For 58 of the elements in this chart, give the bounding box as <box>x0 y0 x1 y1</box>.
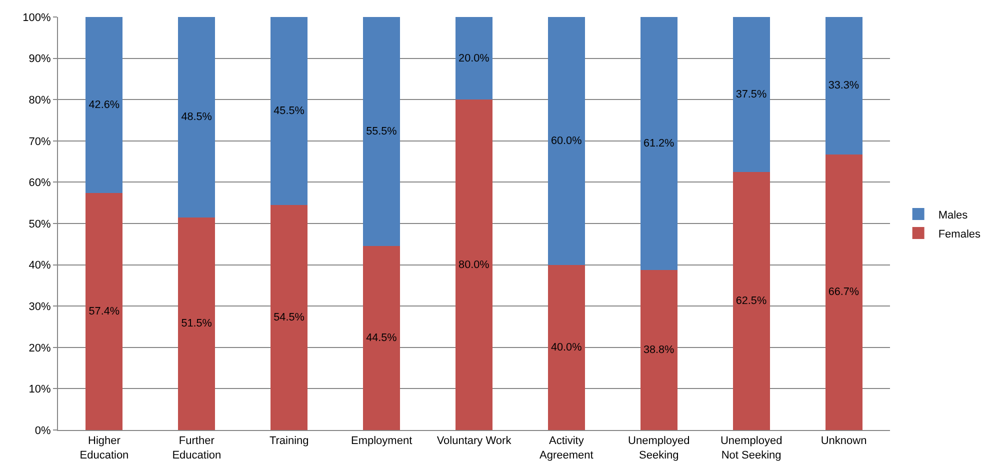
data-label: 42.6% <box>88 98 120 111</box>
bar <box>86 17 123 193</box>
legend-label: Males <box>938 209 968 222</box>
y-tick-label: 50% <box>28 218 52 230</box>
bar <box>456 100 492 430</box>
x-tick-label: Activity Agreement <box>540 435 594 462</box>
y-tick-label: 60% <box>28 177 52 190</box>
data-label: 55.5% <box>366 126 398 138</box>
y-tick-label: 40% <box>28 260 52 272</box>
bar <box>640 270 678 430</box>
data-label: 44.5% <box>366 332 398 344</box>
bar <box>270 17 308 205</box>
bar <box>363 17 400 246</box>
x-tick-label: Unemployed Not Seeking <box>720 435 782 462</box>
data-label: 20.0% <box>458 52 490 64</box>
data-label: 40.0% <box>550 341 582 354</box>
x-tick-label: Employment <box>350 435 412 448</box>
bar <box>363 246 400 430</box>
x-tick-label: Unemployed Seeking <box>628 435 690 462</box>
data-label: 66.7% <box>828 286 860 298</box>
bar <box>86 192 123 430</box>
data-label: 37.5% <box>736 88 767 100</box>
x-tick-label: Further Education <box>172 435 222 462</box>
legend-label: Females <box>938 228 981 240</box>
x-tick-label: Voluntary Work <box>436 435 512 448</box>
data-label: 62.5% <box>736 294 767 307</box>
x-tick-label: Training <box>269 435 309 448</box>
bar <box>825 154 862 430</box>
data-label: 51.5% <box>181 318 212 330</box>
y-tick-label: 80% <box>28 94 52 106</box>
bar <box>732 172 770 430</box>
data-label: 60.0% <box>550 134 582 147</box>
y-tick-label: 10% <box>28 384 52 396</box>
data-label: 54.5% <box>274 311 305 324</box>
x-tick-label: Higher Education <box>80 435 129 462</box>
data-label: 61.2% <box>643 137 675 150</box>
data-label: 33.3% <box>828 80 860 92</box>
bar <box>270 204 308 430</box>
data-label: 48.5% <box>181 111 212 124</box>
bar <box>548 17 585 265</box>
y-tick-label: 90% <box>28 53 52 66</box>
bar <box>178 17 216 218</box>
data-label: 57.4% <box>88 305 120 318</box>
data-label: 45.5% <box>274 104 305 117</box>
y-tick-label: 0% <box>34 424 52 437</box>
bar <box>825 17 862 155</box>
data-label: 38.8% <box>643 344 675 356</box>
y-tick-label: 100% <box>22 12 52 24</box>
y-tick-label: 70% <box>28 136 52 148</box>
y-tick-label: 30% <box>28 300 52 313</box>
bar <box>640 17 678 270</box>
y-tick-label: 20% <box>28 342 52 354</box>
x-tick-label: Unknown <box>820 435 867 448</box>
data-label: 80.0% <box>458 258 490 271</box>
bar <box>456 17 492 100</box>
bar <box>178 217 216 430</box>
bar <box>548 264 585 430</box>
bar <box>732 17 770 172</box>
